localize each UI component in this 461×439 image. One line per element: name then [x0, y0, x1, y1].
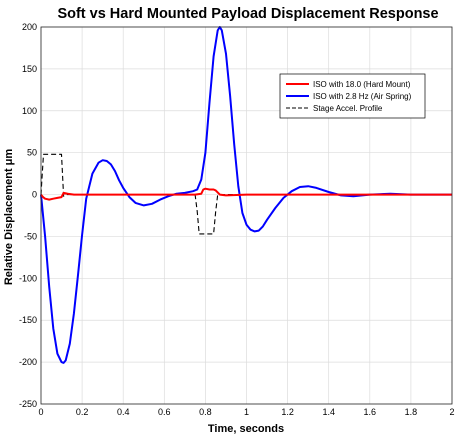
legend-label-1: ISO with 2.8 Hz (Air Spring) — [313, 92, 412, 101]
x-tick-label: 2 — [449, 407, 454, 417]
x-tick-label: 0.8 — [199, 407, 212, 417]
tick-labels: 0 0.2 0.4 0.6 0.8 1 1.2 1.4 1.6 1.8 2200150100500-… — [19, 22, 455, 417]
y-tick-label: 50 — [27, 148, 37, 158]
x-tick-label: 1.2 — [281, 407, 294, 417]
x-axis-label: Time, seconds — [208, 423, 284, 435]
y-tick-label: -50 — [24, 231, 37, 241]
legend-label-0: ISO with 18.0 (Hard Mount) — [313, 80, 411, 89]
y-tick-label: 100 — [22, 106, 37, 116]
y-tick-label: 200 — [22, 22, 37, 32]
x-tick-label: 0.6 — [158, 407, 171, 417]
x-tick-label: 1.8 — [405, 407, 418, 417]
y-tick-label: -200 — [19, 357, 37, 367]
x-tick-label: 1.6 — [364, 407, 377, 417]
chart-title: Soft vs Hard Mounted Payload Displacemen… — [57, 6, 438, 22]
series-line-0 — [40, 187, 452, 201]
x-tick-label: 0.2 — [76, 407, 89, 417]
x-tick-label: 0.4 — [117, 407, 130, 417]
plot-frame — [40, 26, 453, 405]
legend-label-2: Stage Accel. Profile — [313, 104, 383, 113]
legend: ISO with 18.0 (Hard Mount) ISO with 2.8 H… — [279, 73, 426, 119]
x-tick-label: 1.4 — [322, 407, 335, 417]
x-tick-label: 1 — [244, 407, 249, 417]
y-tick-label: -100 — [19, 273, 37, 283]
series-layer — [40, 26, 452, 364]
y-axis-label: Relative Displacement μm — [3, 149, 15, 286]
x-tick-label: 0 — [38, 407, 43, 417]
y-tick-label: 0 — [32, 190, 37, 200]
series-line-1 — [40, 26, 452, 364]
y-tick-label: -150 — [19, 315, 37, 325]
y-tick-label: -250 — [19, 399, 37, 409]
y-tick-label: 150 — [22, 64, 37, 74]
